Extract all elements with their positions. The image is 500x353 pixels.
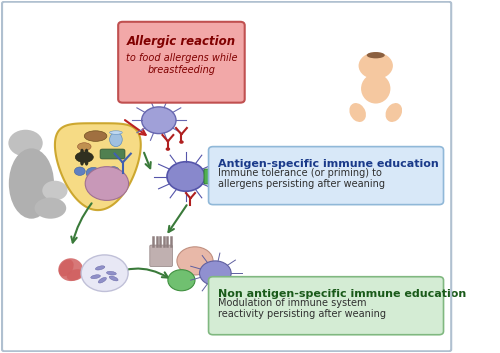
Ellipse shape: [106, 271, 117, 275]
Ellipse shape: [80, 159, 84, 166]
FancyBboxPatch shape: [208, 146, 444, 205]
Ellipse shape: [110, 132, 122, 146]
Circle shape: [86, 167, 101, 179]
Ellipse shape: [66, 269, 84, 281]
FancyBboxPatch shape: [150, 245, 172, 267]
Circle shape: [81, 255, 128, 292]
Circle shape: [168, 270, 195, 291]
Ellipse shape: [109, 276, 118, 281]
Circle shape: [200, 261, 231, 286]
Circle shape: [177, 247, 213, 275]
Circle shape: [85, 167, 128, 201]
Circle shape: [167, 162, 205, 191]
FancyBboxPatch shape: [204, 169, 216, 184]
Ellipse shape: [58, 258, 83, 281]
FancyBboxPatch shape: [208, 277, 444, 335]
Ellipse shape: [350, 103, 366, 122]
Circle shape: [42, 181, 68, 201]
Circle shape: [74, 167, 85, 175]
Ellipse shape: [84, 159, 88, 166]
Text: Allergic reaction: Allergic reaction: [127, 35, 236, 48]
Ellipse shape: [110, 131, 122, 134]
Ellipse shape: [76, 152, 94, 162]
Ellipse shape: [84, 131, 107, 141]
FancyBboxPatch shape: [100, 149, 125, 159]
Text: Antigen-specific immune education: Antigen-specific immune education: [218, 159, 438, 169]
Ellipse shape: [96, 266, 105, 270]
Circle shape: [166, 147, 170, 151]
Ellipse shape: [361, 74, 390, 103]
Text: Immune tolerance (or priming) to
allergens persisting after weaning: Immune tolerance (or priming) to allerge…: [218, 168, 384, 189]
FancyBboxPatch shape: [118, 22, 244, 103]
Ellipse shape: [80, 149, 84, 155]
Circle shape: [224, 168, 252, 189]
Circle shape: [108, 167, 120, 176]
Ellipse shape: [90, 275, 101, 279]
Polygon shape: [55, 123, 141, 210]
Ellipse shape: [78, 143, 91, 150]
Text: Non antigen-specific immune education: Non antigen-specific immune education: [218, 289, 466, 299]
Text: Modulation of immune system
reactivity persisting after weaning: Modulation of immune system reactivity p…: [218, 298, 386, 319]
Ellipse shape: [59, 259, 74, 276]
Ellipse shape: [84, 149, 88, 155]
Ellipse shape: [9, 148, 54, 219]
Ellipse shape: [34, 198, 66, 219]
Circle shape: [179, 140, 184, 144]
Circle shape: [142, 107, 176, 133]
Ellipse shape: [98, 277, 106, 283]
Circle shape: [8, 130, 42, 156]
Text: to food allergens while
breastfeeding: to food allergens while breastfeeding: [126, 53, 237, 75]
Ellipse shape: [366, 52, 385, 58]
Ellipse shape: [386, 103, 402, 122]
Circle shape: [358, 52, 393, 79]
